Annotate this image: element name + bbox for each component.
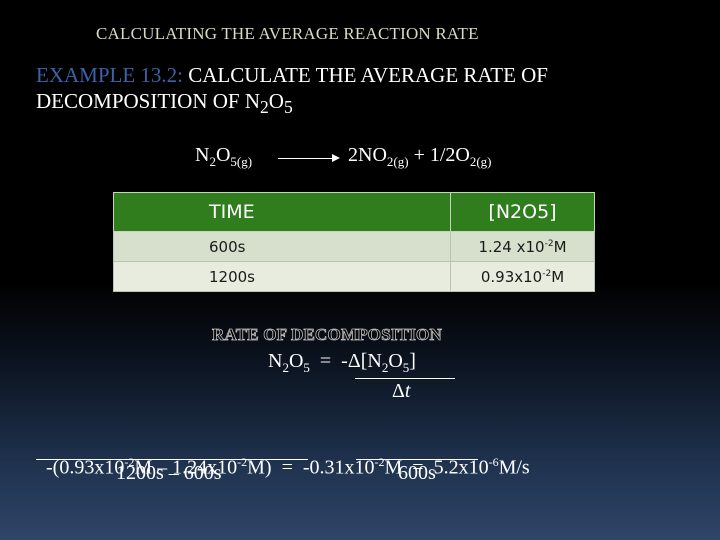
rate-rhs-n-subscript: 2	[381, 360, 389, 375]
calc-exp-a: -2	[124, 455, 135, 469]
calc-part-c: M) = -0.31x10	[247, 456, 375, 479]
time-variable: t	[404, 380, 411, 402]
calc-part-a: -(0.93x10	[46, 456, 125, 479]
rate-rhs-o: O	[388, 350, 403, 372]
example-subscript-5: 5	[283, 97, 293, 118]
example-text-o: O	[268, 89, 284, 113]
product-o2-subscript: 2(g)	[469, 154, 492, 169]
rate-lhs-n: N	[268, 350, 283, 372]
calculation-line: -(0.93x10-2M – 1.24x10-2M) = -0.31x10-2M…	[36, 432, 530, 480]
table-row: 600s 1.24 x10-2M	[113, 231, 595, 262]
conc-base: 1.24 x10	[478, 237, 545, 256]
calc-denominator-2: 600s	[398, 462, 436, 484]
conc-base: 0.93x10	[480, 267, 543, 286]
rate-equals: = -	[309, 350, 348, 372]
rate-lhs-o: O	[288, 350, 304, 372]
header-time: TIME	[113, 192, 451, 232]
rate-rhs-close: ]	[409, 350, 416, 372]
calc-part-b: M – 1.24x10	[134, 456, 238, 479]
conc-unit: M	[551, 267, 565, 286]
product-no2: 2NO	[348, 144, 387, 166]
cell-concentration: 0.93x10-2M	[450, 261, 595, 292]
example-label: EXAMPLE 13.2:	[36, 63, 183, 87]
rate-rhs-o-subscript: 5	[402, 360, 410, 375]
data-table: TIME [N2O5] 600s 1.24 x10-2M 1200s 0.93x…	[113, 192, 595, 292]
delta-symbol: Δ	[392, 380, 405, 402]
reactant-o: O	[215, 144, 231, 166]
header-concentration: [N2O5]	[450, 192, 595, 232]
reaction-reactant: N2O5(g)	[195, 144, 252, 170]
reactant-o-subscript: 5(g)	[230, 154, 253, 169]
example-text: CALCULATE THE AVERAGE RATE OF DECOMPOSIT…	[36, 63, 548, 113]
conc-unit: M	[553, 237, 567, 256]
slide-title: CALCULATING THE AVERAGE REACTION RATE	[96, 24, 479, 43]
calc-denominator-1: 1200s – 600s	[116, 462, 222, 484]
calc-part-e: M/s	[498, 456, 530, 479]
cell-time: 600s	[113, 231, 451, 262]
rate-heading: RATE OF DECOMPOSITION	[212, 325, 443, 345]
fraction-bar	[355, 378, 455, 379]
product-o2: + 1/2O	[408, 144, 470, 166]
fraction-bar	[356, 459, 478, 460]
reaction-arrow-icon	[278, 154, 340, 162]
rate-lhs-o-subscript: 5	[303, 360, 310, 375]
conc-exponent: -2	[542, 268, 552, 279]
rate-denominator: Δt	[392, 380, 410, 403]
rate-equation: N2O5 = -Δ[N2O5]	[268, 350, 416, 376]
calc-exp-d: -6	[488, 455, 499, 469]
fraction-bar	[36, 459, 308, 460]
rate-lhs-n-subscript: 2	[282, 360, 289, 375]
conc-exponent: -2	[544, 238, 554, 249]
calc-part-d: M = 5.2x10	[384, 456, 489, 479]
calc-exp-b: -2	[237, 455, 248, 469]
example-subscript-2: 2	[260, 97, 269, 118]
rate-delta-bracket: Δ[N	[347, 350, 382, 372]
cell-time: 1200s	[113, 261, 451, 292]
reactant-n-subscript: 2	[209, 154, 216, 169]
product-no2-subscript: 2(g)	[386, 154, 409, 169]
example-statement: EXAMPLE 13.2: CALCULATE THE AVERAGE RATE…	[36, 62, 696, 120]
calc-exp-c: -2	[374, 455, 385, 469]
table-header-row: TIME [N2O5]	[113, 192, 595, 232]
reaction-products: 2NO2(g) + 1/2O2(g)	[348, 144, 492, 170]
table-row: 1200s 0.93x10-2M	[113, 261, 595, 292]
cell-concentration: 1.24 x10-2M	[450, 231, 595, 262]
reactant-n: N	[195, 144, 210, 166]
